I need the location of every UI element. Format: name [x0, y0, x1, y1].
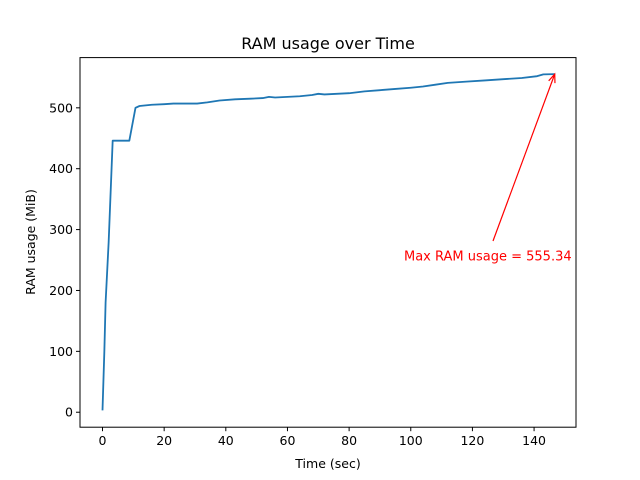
- x-tick-label: 140: [522, 433, 546, 448]
- annotation-arrow-shaft: [492, 73, 556, 242]
- annotation-text: Max RAM usage = 555.34: [404, 249, 572, 264]
- x-axis-ticks: 0 20 40 60 80 100 120 140: [99, 427, 546, 448]
- y-tick-label: 100: [49, 344, 73, 359]
- y-tick-label: 400: [49, 161, 73, 176]
- x-axis-label: Time (sec): [294, 456, 360, 471]
- y-axis-ticks: 0 100 200 300 400 500: [49, 100, 80, 420]
- plot-series: [101, 73, 555, 411]
- x-tick-label: 60: [280, 433, 296, 448]
- x-tick-label: 0: [99, 433, 107, 448]
- annotation-arrow-head: [548, 72, 556, 84]
- y-tick-label: 200: [49, 283, 73, 298]
- x-tick-label: 120: [460, 433, 484, 448]
- series-line-1: [101, 73, 555, 411]
- plot-frame: [79, 57, 577, 428]
- x-tick-label: 80: [341, 433, 357, 448]
- y-tick-label: 500: [49, 100, 73, 115]
- annotation-layer: Max RAM usage = 555.34: [404, 72, 572, 264]
- x-tick-label: 100: [399, 433, 423, 448]
- x-tick-label: 20: [156, 433, 172, 448]
- y-tick-label: 0: [65, 405, 73, 420]
- chart-title: RAM usage over Time: [241, 34, 415, 53]
- y-tick-label: 300: [49, 222, 73, 237]
- x-tick-label: 40: [218, 433, 234, 448]
- y-axis-label: RAM usage (MiB): [23, 189, 38, 295]
